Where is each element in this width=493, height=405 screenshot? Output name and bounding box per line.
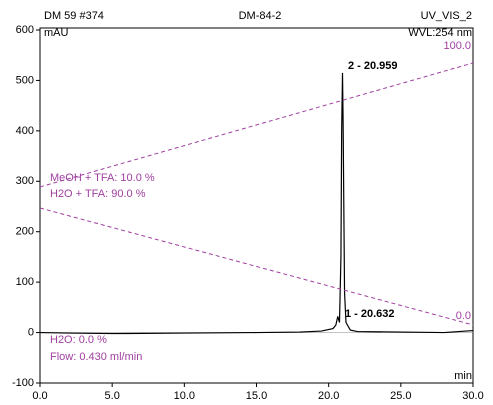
gradient-line (39, 207, 474, 326)
x-unit: min (454, 370, 472, 382)
wavelength: WVL:254 nm (408, 27, 472, 39)
y-unit: mAU (44, 27, 69, 39)
x-tick-label: 15.0 (246, 390, 267, 402)
y-tick-label: 500 (16, 74, 34, 86)
x-tick-label: 25.0 (390, 390, 411, 402)
header-center: DM-84-2 (239, 10, 282, 22)
y2-tick-label: 0.0 (456, 310, 471, 322)
y-tick-label: 300 (16, 175, 34, 187)
x-tick-label: 20.0 (318, 390, 339, 402)
y2-tick-label: 100.0 (443, 40, 471, 52)
x-tick-label: 10.0 (174, 390, 195, 402)
peak-label: 2 - 20.959 (348, 60, 398, 72)
peak-label: 1 - 20.632 (345, 308, 395, 320)
plot-frame (39, 27, 474, 384)
header-right: UV_VIS_2 (421, 10, 472, 22)
y-tick-label: 600 (16, 24, 34, 36)
x-tick-label: 0.0 (32, 390, 47, 402)
x-tick-label: 30.0 (462, 390, 483, 402)
header-left: DM 59 #374 (44, 10, 104, 22)
gradient-line (39, 62, 474, 188)
y-tick-label: 200 (16, 226, 34, 238)
trace (39, 72, 474, 335)
gradient-label: H2O + TFA: 90.0 % (50, 188, 146, 200)
gradient-label: H2O: 0.0 % (50, 334, 107, 346)
gradient-label: Flow: 0.430 ml/min (50, 351, 142, 363)
y-tick-label: 400 (16, 125, 34, 137)
y-tick-label: 0 (28, 326, 34, 338)
gradient-label: MeOH + TFA: 10.0 % (50, 172, 155, 184)
x-tick-label: 5.0 (105, 390, 120, 402)
y-tick-label: 100 (16, 276, 34, 288)
y-tick-label: -100 (12, 377, 34, 389)
